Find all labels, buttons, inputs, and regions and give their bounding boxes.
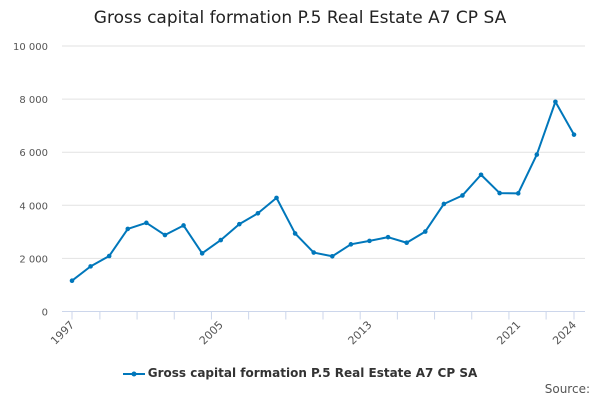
y-tick-label: 6 000 [19,148,48,159]
data-point [199,251,205,256]
y-tick-label: 10 000 [13,42,48,53]
x-tick-label: 2024 [550,318,579,347]
source-label: Source: [544,382,590,396]
data-point [441,201,447,207]
data-point [329,253,335,259]
data-point [292,231,298,236]
x-tick-label: 2021 [494,318,523,347]
data-point [404,240,409,246]
data-point [497,190,502,196]
data-point [125,226,131,232]
data-point [181,223,186,228]
data-point [218,237,224,243]
y-tick-label: 0 [42,308,48,319]
y-tick-label: 4 000 [19,201,48,212]
data-point [553,99,558,105]
data-point [69,278,75,284]
legend-label: Gross capital formation P.5 Real Estate … [147,366,478,380]
y-tick-label: 2 000 [19,254,48,265]
data-point [274,195,279,201]
data-point [237,221,242,227]
data-point [144,220,149,226]
data-point [106,253,112,259]
data-point [460,193,465,198]
data-point [255,210,261,216]
legend-line-marker-icon [122,371,145,376]
data-point [534,152,540,157]
data-point [515,191,521,196]
series-line [71,100,575,282]
data-point [571,132,577,137]
y-tick-label: 8 000 [19,95,48,106]
data-point [162,232,168,238]
data-point [348,242,354,247]
data-point [367,238,372,244]
x-tick-label: 2005 [197,318,226,347]
legend[interactable]: Gross capital formation P.5 Real Estate … [0,366,600,380]
data-point [88,264,93,269]
data-point [422,229,428,234]
x-tick-label: 2013 [346,318,375,347]
x-tick-label: 1997 [48,318,77,347]
data-point [385,234,391,240]
chart-title: Gross capital formation P.5 Real Estate … [93,8,507,28]
data-point [478,172,484,178]
data-point [311,250,317,255]
